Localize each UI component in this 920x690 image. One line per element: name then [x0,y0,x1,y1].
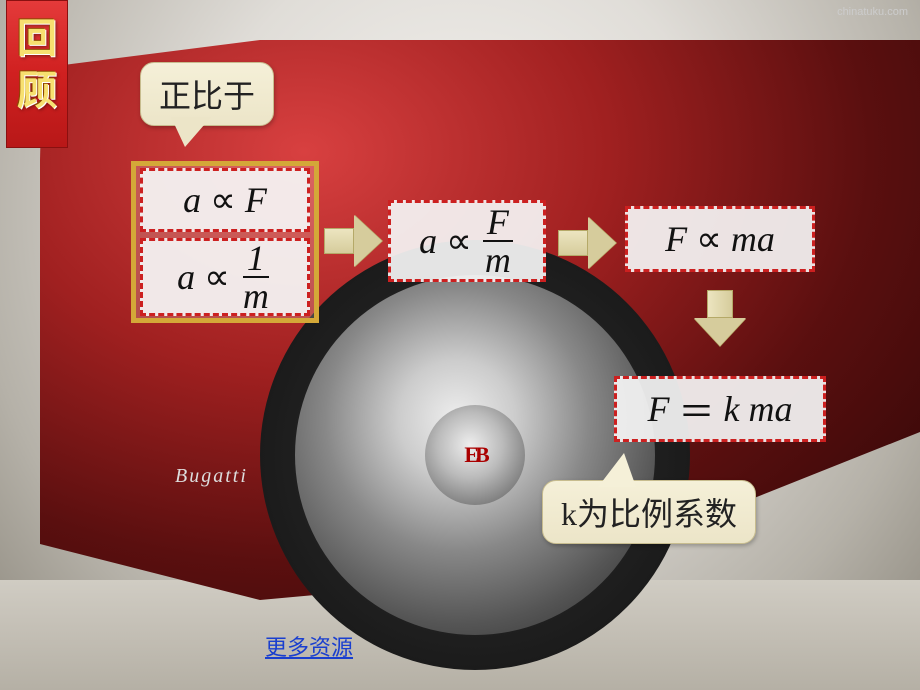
callout-tail-icon [171,117,211,147]
frac-num: 1 [243,240,269,278]
fraction-1-over-m: 1m [239,240,273,314]
more-resources-link[interactable]: 更多资源 [265,630,353,662]
frac-den: m [481,242,515,278]
frac-den: m [239,278,273,314]
formula-fma-lhs: F [665,218,687,260]
callout-proportional: 正比于 [140,62,274,126]
prop-symbol-icon: ∝ [696,218,722,260]
banner-char-2: 顾 [17,65,57,117]
formula-a-prop-f-over-m: a ∝ Fm [388,200,546,282]
callout-tail-icon [598,453,636,487]
formula-fm-lhs: a [419,220,437,262]
callout-k-constant: k为比例系数 [542,480,756,544]
formula-f-eq-kma: F ＝ k ma [614,376,826,442]
formula-kma-rhs: ma [749,388,793,430]
callout-proportional-text: 正比于 [159,78,255,114]
car-signature: Bugatti [175,465,248,488]
formula-a-prop-f-rhs: F [245,179,267,221]
review-banner: 回 顾 [6,0,68,148]
prop-symbol-icon: ∝ [446,220,472,262]
wheel-hub-logo: EB [425,405,525,505]
formula-a-prop-1-over-m: a ∝ 1m [140,238,310,316]
formula-f-prop-ma: F ∝ ma [625,206,815,272]
frac-num: F [483,204,513,242]
arrow-right-1-icon [324,215,382,267]
watermark: chinatuku.com [837,6,908,18]
fraction-f-over-m: Fm [481,204,515,278]
formula-kma-k: k [724,388,740,430]
formula-a-prop-f: a ∝ F [140,168,310,232]
arrow-down-icon [694,290,746,346]
callout-k-constant-text: k为比例系数 [561,496,737,532]
equals-symbol-icon: ＝ [679,383,715,435]
formula-a-prop-1m-lhs: a [177,256,195,298]
arrow-right-2-icon [558,217,616,269]
prop-symbol-icon: ∝ [204,256,230,298]
formula-a-prop-f-lhs: a [183,179,201,221]
prop-symbol-icon: ∝ [210,179,236,221]
banner-char-1: 回 [17,13,57,65]
formula-fma-rhs: ma [731,218,775,260]
formula-kma-lhs: F [648,388,670,430]
